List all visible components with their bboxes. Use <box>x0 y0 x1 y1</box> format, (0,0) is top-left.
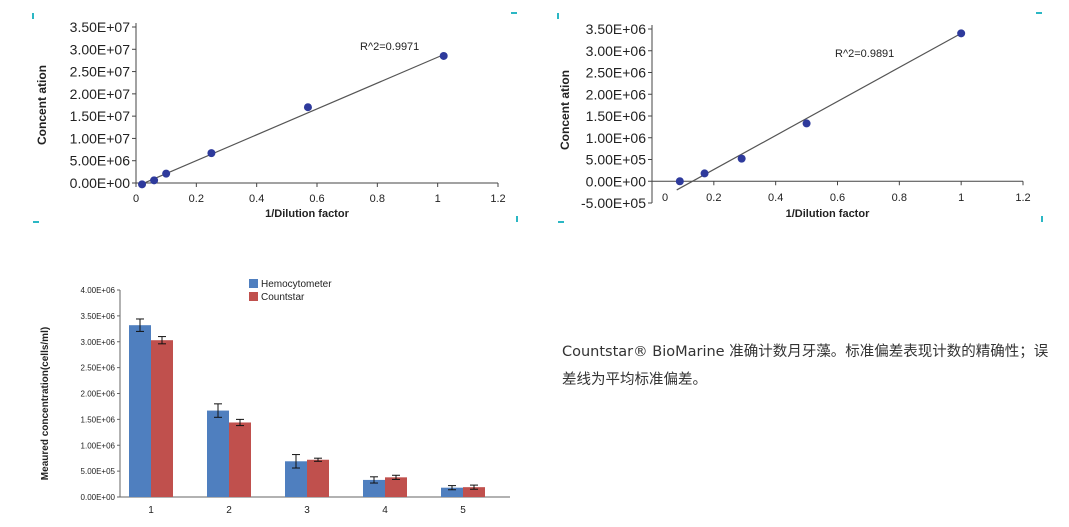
data-point <box>957 29 966 38</box>
y-tick-label: 5.00E+05 <box>586 152 647 168</box>
data-point <box>737 154 746 163</box>
x-tick-label: 0.4 <box>768 192 783 204</box>
scatter-chart-2-svg: -5.00E+05 0.00E+00 5.00E+05 1.00E+06 1.50E+0… <box>557 12 1043 223</box>
bar-countstar <box>307 459 329 497</box>
x-tick-label: 0.8 <box>892 192 907 204</box>
bar-hemocytometer <box>207 410 229 497</box>
y-tick-label: 3.00E+07 <box>70 41 131 57</box>
bar-hemocytometer <box>129 325 151 497</box>
x-tick-label: 5 <box>460 505 466 516</box>
y-tick-label: 3.50E+06 <box>586 21 647 37</box>
y-axis-label: Meaured concentration(cells/ml) <box>40 327 51 480</box>
bar-chart-svg: 0.00E+00 5.00E+05 1.00E+06 1.50E+06 2.00E+06… <box>40 279 510 516</box>
x-tick-label: 0.6 <box>830 192 845 204</box>
x-tick-label: 3 <box>304 505 310 516</box>
bar-hemocytometer <box>285 461 307 497</box>
bar-countstar <box>463 487 485 497</box>
x-tick-label: 1 <box>958 192 964 204</box>
x-tick-label: 1.2 <box>490 193 505 205</box>
y-tick-label: 0.00E+00 <box>586 173 647 189</box>
scatter-chart-1: 0.00E+00 5.00E+06 1.00E+07 1.50E+07 2.00E+07… <box>30 10 520 225</box>
legend-swatch-hemocytometer <box>249 279 258 288</box>
y-tick-label: 1.50E+06 <box>81 415 116 424</box>
y-tick-label: 2.00E+06 <box>81 390 116 399</box>
x-tick-label: 0.2 <box>189 193 204 205</box>
y-tick-label: 1.50E+06 <box>586 108 647 124</box>
y-tick-label: 5.00E+06 <box>70 153 131 169</box>
trendline <box>141 54 444 185</box>
bar-chart: 0.00E+00 5.00E+05 1.00E+06 1.50E+06 2.00E+06… <box>30 272 530 522</box>
y-tick-label: 1.00E+07 <box>70 130 131 146</box>
scatter-chart-1-svg: 0.00E+00 5.00E+06 1.00E+07 1.50E+07 2.00E+07… <box>32 12 518 223</box>
bar-countstar <box>151 340 173 497</box>
y-tick-label: 3.50E+07 <box>70 19 131 35</box>
x-tick-label: 1.2 <box>1015 192 1030 204</box>
bar-hemocytometer <box>363 479 385 497</box>
x-tick-label: 0.4 <box>249 193 264 205</box>
data-point <box>675 177 684 186</box>
x-tick-label: 0 <box>133 193 139 205</box>
x-tick-label: 2 <box>226 505 232 516</box>
x-axis-label: 1/Dilution factor <box>265 208 349 220</box>
figure-caption: Countstar® BioMarine 准确计数月牙藻。标准偏差表现计数的精确… <box>562 344 1049 388</box>
data-point <box>439 51 448 60</box>
r-squared-annotation: R^2=0.9971 <box>360 41 419 53</box>
data-point <box>138 180 147 189</box>
y-tick-label: 5.00E+05 <box>81 467 116 476</box>
x-tick-label: 4 <box>382 505 388 516</box>
y-tick-label: 3.00E+06 <box>81 338 116 347</box>
y-tick-label: 3.00E+06 <box>586 43 647 59</box>
y-tick-label: 2.50E+07 <box>70 64 131 80</box>
y-tick-label: 4.00E+06 <box>81 286 116 295</box>
data-point <box>207 149 216 158</box>
data-point <box>303 103 312 112</box>
x-tick-label: 0.6 <box>309 193 324 205</box>
r-squared-annotation: R^2=0.9891 <box>835 48 894 60</box>
bar-hemocytometer <box>441 487 463 497</box>
data-point <box>802 119 811 128</box>
y-tick-label: 0.00E+00 <box>81 493 116 502</box>
data-point <box>150 176 159 185</box>
x-axis-label: 1/Dilution factor <box>786 208 870 220</box>
bar-countstar <box>385 477 407 497</box>
x-tick-label: 0.2 <box>706 192 721 204</box>
y-tick-label: 2.50E+06 <box>586 65 647 81</box>
y-tick-label: 1.50E+07 <box>70 108 131 124</box>
y-tick-label: 2.00E+06 <box>586 86 647 102</box>
y-axis-label: Concent ation <box>35 65 49 145</box>
y-tick-label: -5.00E+05 <box>581 195 646 211</box>
x-tick-label: 0 <box>662 192 668 204</box>
y-tick-label: 1.00E+06 <box>586 130 647 146</box>
y-tick-label: 2.00E+07 <box>70 86 131 102</box>
x-tick-label: 0.8 <box>370 193 385 205</box>
scatter-chart-2: -5.00E+05 0.00E+00 5.00E+05 1.00E+06 1.50E+0… <box>555 10 1045 225</box>
y-axis-label: Concent ation <box>558 70 572 150</box>
legend-label-hemocytometer: Hemocytometer <box>261 279 332 290</box>
x-tick-label: 1 <box>435 193 441 205</box>
legend-label-countstar: Countstar <box>261 292 305 303</box>
trendline <box>676 32 962 191</box>
y-tick-label: 3.50E+06 <box>81 312 116 321</box>
bar-countstar <box>229 422 251 497</box>
data-point <box>162 169 171 178</box>
y-tick-label: 2.50E+06 <box>81 364 116 373</box>
legend-swatch-countstar <box>249 292 258 301</box>
x-tick-label: 1 <box>148 505 154 516</box>
y-tick-label: 0.00E+00 <box>70 175 131 191</box>
y-tick-label: 1.00E+06 <box>81 441 116 450</box>
data-point <box>700 169 709 178</box>
